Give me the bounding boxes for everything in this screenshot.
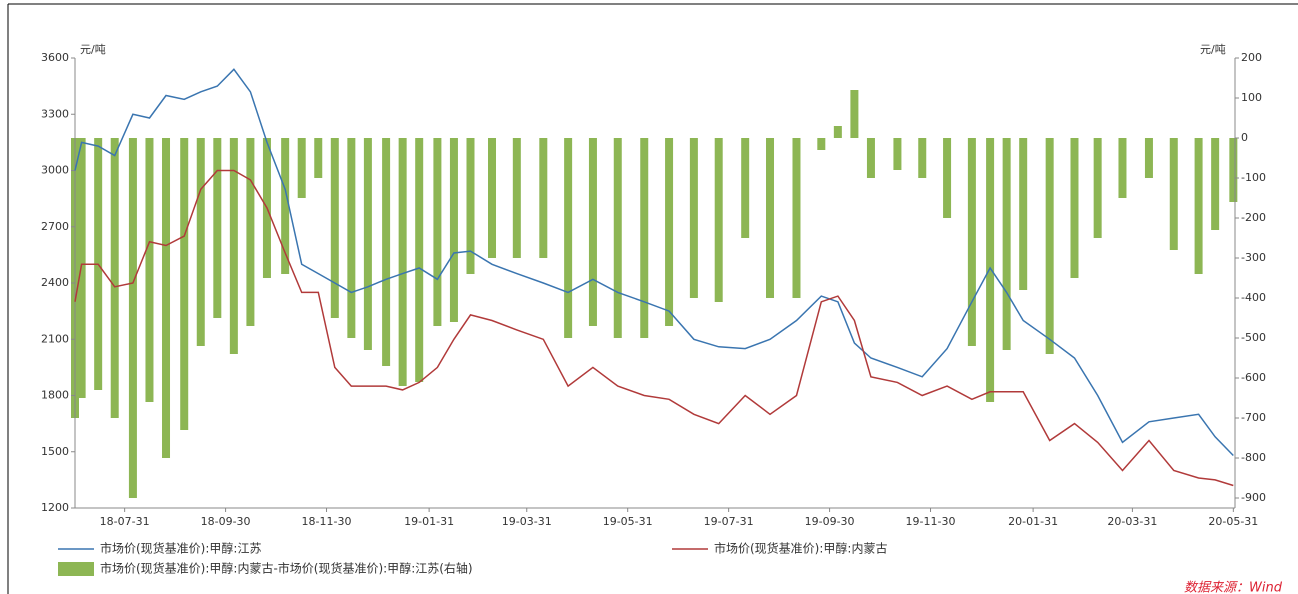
- legend-label: 市场价(现货基准价):甲醇:内蒙古-市场价(现货基准价):甲醇:江苏(右轴): [100, 561, 473, 576]
- x-tick-label: 19-05-31: [603, 515, 653, 528]
- bar: [213, 138, 222, 318]
- bar: [382, 138, 391, 366]
- bar: [564, 138, 573, 338]
- legend-swatch: [58, 562, 94, 576]
- bar: [229, 138, 238, 354]
- y2-tick-label: -200: [1241, 211, 1266, 224]
- bar: [588, 138, 597, 326]
- bar: [986, 138, 995, 402]
- bar: [110, 138, 119, 418]
- x-tick-label: 19-11-30: [906, 515, 956, 528]
- bar: [539, 138, 548, 258]
- bar: [967, 138, 976, 346]
- bar: [1093, 138, 1102, 238]
- y-tick-label: 1200: [41, 501, 69, 514]
- bar: [1211, 138, 1220, 230]
- x-tick-label: 19-03-31: [502, 515, 552, 528]
- bar: [246, 138, 255, 326]
- x-tick-label: 18-07-31: [100, 515, 150, 528]
- bar: [488, 138, 497, 258]
- bar: [943, 138, 952, 218]
- x-tick-label: 18-09-30: [201, 515, 251, 528]
- bar: [415, 138, 424, 382]
- bar: [398, 138, 407, 386]
- y2-tick-label: -500: [1241, 331, 1266, 344]
- bar: [466, 138, 475, 274]
- y-tick-label: 3000: [41, 164, 69, 177]
- y-tick-label: 1800: [41, 389, 69, 402]
- bar: [512, 138, 521, 258]
- bar: [1070, 138, 1079, 278]
- bar: [1229, 138, 1238, 202]
- y2-tick-label: -900: [1241, 491, 1266, 504]
- y-tick-label: 3600: [41, 51, 69, 64]
- bar: [1045, 138, 1054, 354]
- bar: [1002, 138, 1011, 350]
- x-tick-label: 19-09-30: [805, 515, 855, 528]
- bar: [330, 138, 339, 318]
- y2-tick-label: -400: [1241, 291, 1266, 304]
- bar: [665, 138, 674, 326]
- y2-tick-label: -100: [1241, 171, 1266, 184]
- line: [74, 68, 1234, 457]
- y-tick-label: 3300: [41, 107, 69, 120]
- y2-tick-label: -800: [1241, 451, 1266, 464]
- bar: [640, 138, 649, 338]
- bar: [281, 138, 290, 274]
- bar: [1019, 138, 1028, 290]
- bar: [833, 126, 842, 138]
- bar: [297, 138, 306, 198]
- bar: [766, 138, 775, 298]
- y-tick-label: 2400: [41, 276, 69, 289]
- bar: [449, 138, 458, 322]
- bar: [180, 138, 189, 430]
- x-tick-label: 19-07-31: [704, 515, 754, 528]
- source: 数据来源：Wind: [1184, 581, 1283, 594]
- y-unit: 元/吨: [80, 43, 106, 56]
- y2-tick-label: 200: [1241, 51, 1262, 64]
- y-tick-label: 1500: [41, 445, 69, 458]
- line: [74, 169, 1234, 487]
- y-tick-label: 2700: [41, 220, 69, 233]
- x-tick-label: 19-01-31: [404, 515, 454, 528]
- x-tick-label: 18-11-30: [302, 515, 352, 528]
- bar: [850, 90, 859, 138]
- bar: [1169, 138, 1178, 250]
- bar: [918, 138, 927, 178]
- y2-tick-label: 0: [1241, 131, 1248, 144]
- legend-label: 市场价(现货基准价):甲醇:内蒙古: [714, 541, 887, 556]
- x-tick-label: 20-03-31: [1107, 515, 1157, 528]
- x-tick-label: 20-05-31: [1208, 515, 1258, 528]
- bar: [314, 138, 323, 178]
- legend-label: 市场价(现货基准价):甲醇:江苏: [100, 541, 261, 556]
- y-tick-label: 2100: [41, 332, 69, 345]
- bar: [145, 138, 154, 402]
- bar: [741, 138, 750, 238]
- bar: [363, 138, 372, 350]
- bar: [1194, 138, 1203, 274]
- bar: [689, 138, 698, 298]
- bar: [1144, 138, 1153, 178]
- bar: [792, 138, 801, 298]
- y2-tick-label: -700: [1241, 411, 1266, 424]
- bar: [128, 138, 137, 498]
- bar: [817, 138, 826, 150]
- bar: [613, 138, 622, 338]
- y2-tick-label: -600: [1241, 371, 1266, 384]
- x-tick-label: 20-01-31: [1008, 515, 1058, 528]
- bar: [347, 138, 356, 338]
- bar: [1118, 138, 1127, 198]
- bar: [866, 138, 875, 178]
- bar: [893, 138, 902, 170]
- y2-tick-label: 100: [1241, 91, 1262, 104]
- bar: [162, 138, 171, 458]
- bar: [714, 138, 723, 302]
- y2-tick-label: -300: [1241, 251, 1266, 264]
- bar: [196, 138, 205, 346]
- bar: [433, 138, 442, 326]
- y2-unit: 元/吨: [1200, 43, 1226, 56]
